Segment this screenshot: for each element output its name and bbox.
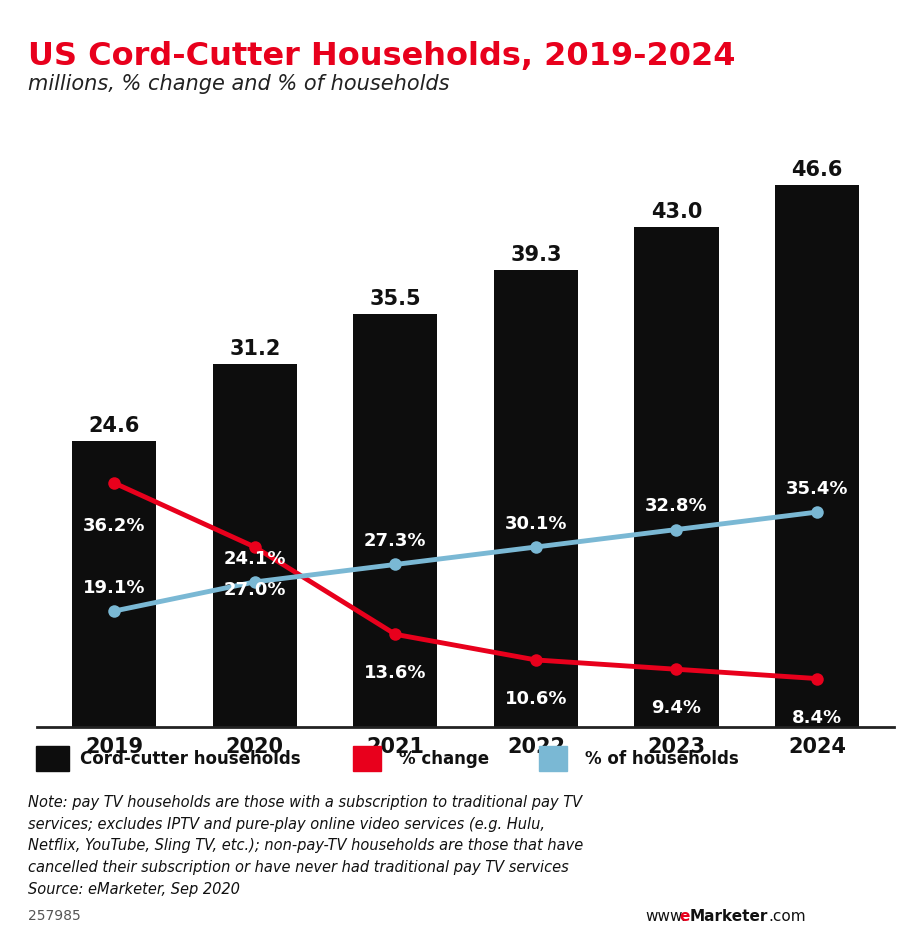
Text: 43.0: 43.0 bbox=[651, 202, 703, 222]
Bar bbox=[213, 365, 297, 728]
Bar bbox=[353, 315, 438, 728]
Text: Marketer: Marketer bbox=[690, 908, 768, 922]
Bar bbox=[774, 185, 859, 728]
Bar bbox=[539, 746, 567, 770]
Text: 35.5: 35.5 bbox=[370, 289, 421, 309]
Text: 27.0%: 27.0% bbox=[223, 580, 286, 598]
Bar bbox=[634, 227, 718, 728]
Text: Cord-cutter households: Cord-cutter households bbox=[79, 749, 301, 768]
Text: www.: www. bbox=[645, 908, 686, 922]
Text: 24.1%: 24.1% bbox=[223, 549, 286, 567]
Text: US Cord-Cutter Households, 2019-2024: US Cord-Cutter Households, 2019-2024 bbox=[28, 41, 735, 71]
Text: 9.4%: 9.4% bbox=[652, 699, 702, 717]
Bar bbox=[493, 271, 578, 728]
Text: 39.3: 39.3 bbox=[510, 245, 561, 265]
Text: 24.6: 24.6 bbox=[89, 416, 140, 436]
Text: 27.3%: 27.3% bbox=[364, 532, 427, 550]
Text: 13.6%: 13.6% bbox=[364, 664, 427, 681]
Text: 31.2: 31.2 bbox=[229, 339, 280, 359]
Text: 32.8%: 32.8% bbox=[645, 497, 708, 514]
Text: % of households: % of households bbox=[585, 749, 739, 768]
Bar bbox=[72, 441, 157, 728]
Text: 36.2%: 36.2% bbox=[83, 516, 146, 534]
Text: 46.6: 46.6 bbox=[791, 159, 843, 180]
Text: e: e bbox=[680, 908, 690, 922]
Text: millions, % change and % of households: millions, % change and % of households bbox=[28, 74, 449, 95]
Text: 30.1%: 30.1% bbox=[504, 514, 567, 532]
Bar bbox=[36, 746, 69, 770]
Bar bbox=[352, 746, 381, 770]
Text: 10.6%: 10.6% bbox=[504, 690, 567, 707]
Text: 8.4%: 8.4% bbox=[792, 708, 842, 726]
Text: 19.1%: 19.1% bbox=[83, 578, 146, 596]
Text: Note: pay TV households are those with a subscription to traditional pay TV
serv: Note: pay TV households are those with a… bbox=[28, 794, 583, 895]
Text: 257985: 257985 bbox=[28, 908, 80, 921]
Text: % change: % change bbox=[398, 749, 489, 768]
Text: .com: .com bbox=[768, 908, 806, 922]
Text: 35.4%: 35.4% bbox=[786, 479, 848, 498]
